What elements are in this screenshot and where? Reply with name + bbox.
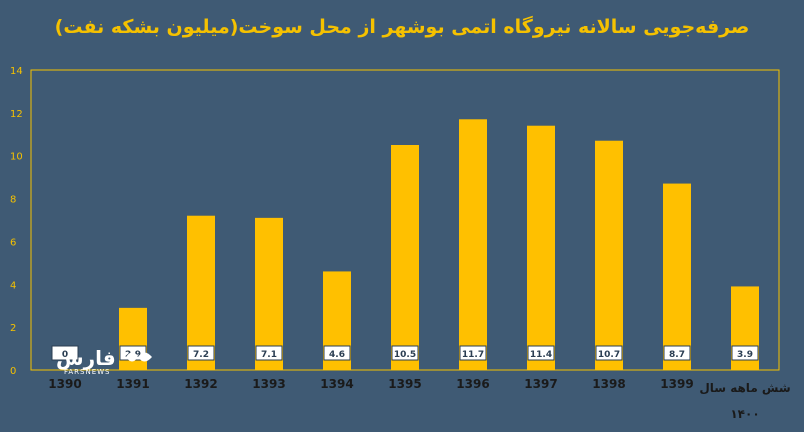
farsnews-logo: فارس FARSNEWS (6, 340, 156, 380)
x-tick-label: 1397 (524, 377, 557, 391)
x-tick-label: 1398 (592, 377, 625, 391)
x-tick-label: 1399 (660, 377, 693, 391)
data-label-box (323, 345, 351, 361)
y-tick-label: 12 (10, 109, 23, 120)
x-tick-label: 1396 (456, 377, 489, 391)
x-tick-label: شش ماهه سال (699, 381, 790, 395)
data-label-box (255, 345, 283, 361)
data-label: 4.6 (329, 350, 345, 360)
data-label-box (187, 345, 215, 361)
data-label-box (663, 345, 691, 361)
x-tick-label: 1391 (116, 377, 149, 391)
y-tick-label: 10 (10, 152, 23, 163)
bar (663, 183, 691, 370)
x-tick-label: 1390 (48, 377, 81, 391)
data-label: 3.9 (737, 350, 753, 360)
data-label: 11.7 (462, 350, 484, 360)
data-label: 10.5 (394, 350, 416, 360)
y-tick-label: 6 (10, 237, 16, 248)
logo-mark-icon (126, 352, 152, 362)
data-label: 0 (62, 350, 68, 360)
data-label: 8.7 (669, 350, 685, 360)
data-label-box (51, 345, 79, 361)
y-tick-label: 4 (10, 280, 16, 291)
x-tick-label: 1394 (320, 377, 353, 391)
bar (391, 145, 419, 370)
y-tick-label: 0 (10, 366, 16, 377)
bar (255, 217, 283, 370)
y-tick-label: 14 (10, 66, 23, 77)
data-label: 7.2 (193, 350, 209, 360)
data-label: 11.4 (530, 350, 552, 360)
bar (187, 215, 215, 370)
bar (459, 119, 487, 371)
y-tick-label: 8 (10, 195, 16, 206)
x-tick-label: 1393 (252, 377, 285, 391)
data-label: 10.7 (598, 350, 620, 360)
logo-subtext: FARSNEWS (64, 368, 111, 376)
bar (527, 125, 555, 370)
data-label-box (391, 345, 419, 361)
data-label: 7.1 (261, 350, 277, 360)
x-tick-label: ۱۴۰۰ (730, 407, 759, 421)
bar (595, 140, 623, 370)
x-tick-label: 1392 (184, 377, 217, 391)
data-label-box (731, 345, 759, 361)
x-tick-label: 1395 (388, 377, 421, 391)
data-label-box (527, 345, 555, 361)
data-label-box (459, 345, 487, 361)
logo-text: فارس (56, 346, 116, 370)
data-label-box (595, 345, 623, 361)
y-tick-label: 2 (10, 323, 16, 334)
chart-title: صرفه‌جویی سالانه نیروگاه اتمی بوشهر از م… (54, 16, 750, 38)
